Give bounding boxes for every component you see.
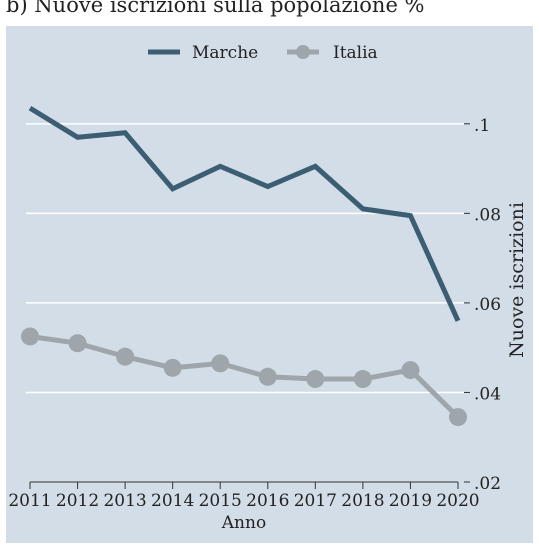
data-point-italia [116,347,135,366]
data-point-italia [353,370,372,389]
y-tick-label: .02 [474,474,501,494]
data-point-italia [211,354,230,373]
y-tick-label: .06 [474,295,501,315]
x-tick-label: 2014 [151,491,194,511]
x-tick-label: 2020 [436,491,479,511]
series-line-marche [28,106,461,322]
x-tick-label: 2013 [103,491,146,511]
x-tick-label: 2018 [341,491,384,511]
y-tick-label: .1 [474,116,490,136]
data-point-italia [401,361,420,380]
data-point-italia [68,334,87,353]
y-tick-label: .08 [474,205,501,225]
x-tick-label: 2019 [389,491,432,511]
x-tick-label: 2011 [8,491,51,511]
data-point-italia [258,367,277,386]
y-tick-label: .04 [474,384,501,404]
legend-label-marche: Marche [192,43,258,63]
data-point-italia [163,358,182,377]
x-axis-label: Anno [221,513,266,533]
series-lines [21,106,467,427]
data-point-italia [21,327,39,346]
x-tick-label: 2016 [246,491,289,511]
data-point-italia [449,408,467,427]
x-tick-label: 2015 [199,491,242,511]
x-tick-label: 2012 [56,491,99,511]
y-axis-label: Nuove iscrizioni [506,202,528,358]
legend-label-italia: Italia [333,43,378,63]
series-line-italia [29,334,460,419]
x-tick-label: 2017 [294,491,337,511]
legend: Marche Italia [148,43,378,63]
chart-title: b) Nuove iscrizioni sulla popolazione % [6,0,425,17]
data-point-italia [306,370,325,389]
legend-marker-italia [296,45,310,59]
plot-background [6,26,533,543]
